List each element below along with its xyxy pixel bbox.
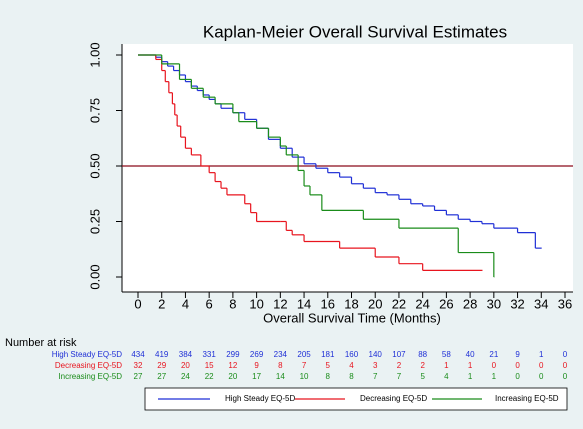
risk-row-label: Increasing EQ-5D xyxy=(58,372,122,381)
x-tick-label: 20 xyxy=(368,296,382,311)
legend-label: Increasing EQ-5D xyxy=(495,394,559,403)
risk-count: 20 xyxy=(228,372,237,381)
risk-count: 88 xyxy=(418,350,427,359)
legend-label: Decreasing EQ-5D xyxy=(360,394,427,403)
risk-count: 3 xyxy=(373,361,378,370)
risk-count: 0 xyxy=(563,350,568,359)
x-tick-label: 36 xyxy=(558,296,572,311)
risk-count: 331 xyxy=(202,350,216,359)
risk-count: 299 xyxy=(226,350,240,359)
risk-count: 4 xyxy=(444,372,449,381)
risk-count: 0 xyxy=(539,372,544,381)
x-tick-label: 18 xyxy=(344,296,358,311)
risk-count: 32 xyxy=(134,361,143,370)
risk-count: 27 xyxy=(157,372,166,381)
risk-count: 22 xyxy=(205,372,214,381)
x-tick-label: 24 xyxy=(415,296,429,311)
risk-count: 384 xyxy=(179,350,193,359)
risk-count: 0 xyxy=(515,361,520,370)
risk-count: 58 xyxy=(442,350,451,359)
x-tick-label: 4 xyxy=(182,296,189,311)
risk-count: 17 xyxy=(252,372,261,381)
risk-count: 107 xyxy=(392,350,406,359)
x-tick-label: 28 xyxy=(463,296,477,311)
risk-count: 0 xyxy=(515,372,520,381)
x-tick-label: 2 xyxy=(158,296,165,311)
x-tick-label: 10 xyxy=(249,296,263,311)
risk-count: 21 xyxy=(489,350,498,359)
risk-count: 8 xyxy=(278,361,283,370)
x-tick-label: 34 xyxy=(534,296,548,311)
x-tick-label: 16 xyxy=(321,296,335,311)
risk-count: 0 xyxy=(563,361,568,370)
x-tick-label: 8 xyxy=(229,296,236,311)
x-tick-label: 14 xyxy=(297,296,311,311)
risk-count: 5 xyxy=(420,372,425,381)
legend-label: High Steady EQ-5D xyxy=(225,394,295,403)
risk-count: 269 xyxy=(250,350,264,359)
risk-row-label: Decreasing EQ-5D xyxy=(55,361,122,370)
risk-count: 1 xyxy=(492,372,497,381)
risk-count: 205 xyxy=(297,350,311,359)
y-tick-label: 1.00 xyxy=(87,42,102,67)
chart-title: Kaplan-Meier Overall Survival Estimates xyxy=(203,22,507,41)
risk-count: 0 xyxy=(492,361,497,370)
x-tick-label: 30 xyxy=(487,296,501,311)
x-tick-label: 22 xyxy=(392,296,406,311)
risk-count: 234 xyxy=(274,350,288,359)
risk-count: 9 xyxy=(515,350,520,359)
risk-count: 1 xyxy=(539,350,544,359)
risk-count: 5 xyxy=(326,361,331,370)
risk-count: 1 xyxy=(468,372,473,381)
risk-count: 4 xyxy=(349,361,354,370)
legend xyxy=(144,387,568,411)
risk-count: 15 xyxy=(205,361,214,370)
y-tick-label: 0.00 xyxy=(87,264,102,289)
risk-count: 160 xyxy=(345,350,359,359)
risk-count: 140 xyxy=(369,350,383,359)
risk-title: Number at risk xyxy=(5,337,77,349)
risk-row-label: High Steady EQ-5D xyxy=(52,350,122,359)
x-tick-label: 32 xyxy=(510,296,524,311)
y-tick-label: 0.50 xyxy=(87,153,102,178)
risk-count: 181 xyxy=(321,350,335,359)
x-tick-label: 12 xyxy=(273,296,287,311)
x-tick-label: 6 xyxy=(206,296,213,311)
risk-count: 10 xyxy=(300,372,309,381)
risk-count: 7 xyxy=(373,372,378,381)
risk-count: 2 xyxy=(420,361,425,370)
risk-count: 40 xyxy=(466,350,475,359)
x-axis-label: Overall Survival Time (Months) xyxy=(263,310,441,325)
risk-count: 419 xyxy=(155,350,169,359)
risk-count: 29 xyxy=(157,361,166,370)
x-tick-label: 0 xyxy=(134,296,141,311)
risk-count: 12 xyxy=(228,361,237,370)
risk-count: 14 xyxy=(276,372,285,381)
risk-count: 8 xyxy=(326,372,331,381)
risk-count: 7 xyxy=(302,361,307,370)
risk-count: 1 xyxy=(444,361,449,370)
risk-count: 24 xyxy=(181,372,190,381)
risk-count: 8 xyxy=(349,372,354,381)
risk-count: 27 xyxy=(134,372,143,381)
risk-count: 9 xyxy=(254,361,259,370)
risk-count: 20 xyxy=(181,361,190,370)
x-tick-label: 26 xyxy=(439,296,453,311)
y-tick-label: 0.25 xyxy=(87,209,102,234)
risk-count: 0 xyxy=(563,372,568,381)
risk-count: 7 xyxy=(397,372,402,381)
y-tick-label: 0.75 xyxy=(87,98,102,123)
risk-count: 0 xyxy=(539,361,544,370)
risk-count: 434 xyxy=(131,350,145,359)
plot-area xyxy=(122,44,573,292)
risk-count: 2 xyxy=(397,361,402,370)
risk-count: 1 xyxy=(468,361,473,370)
